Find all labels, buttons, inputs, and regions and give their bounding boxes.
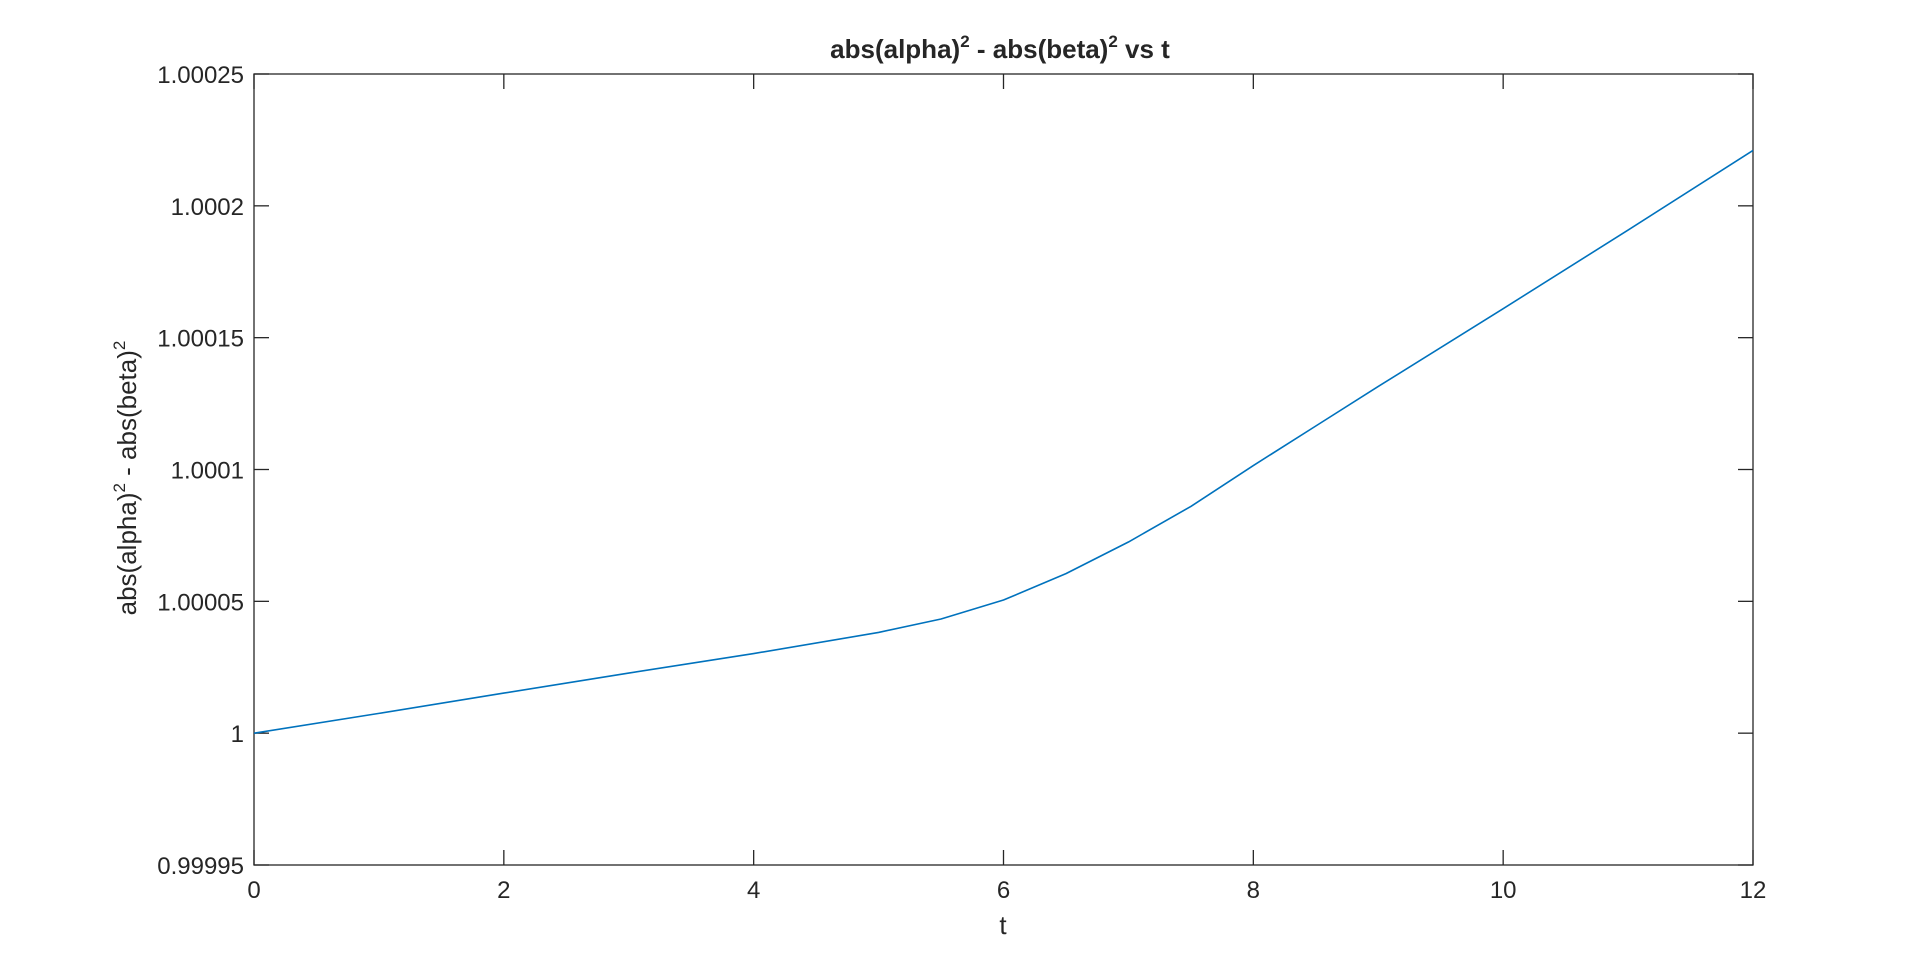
axis-ticks	[253, 73, 1754, 866]
x-tick-label: 8	[1247, 877, 1260, 904]
x-axis-label: t	[999, 910, 1007, 940]
x-tick-label: 12	[1740, 877, 1767, 904]
y-tick-label: 1.0001	[171, 458, 244, 485]
series-line	[253, 149, 1754, 734]
y-tick-label: 1.00005	[157, 589, 244, 616]
x-tick-label: 4	[747, 877, 760, 904]
y-tick-label: 1.00015	[157, 326, 244, 353]
x-tick-label: 6	[997, 877, 1010, 904]
series-group	[253, 149, 1754, 734]
y-tick-label: 1.00025	[157, 62, 244, 89]
x-tick-label: 10	[1490, 877, 1517, 904]
y-tick-label: 1	[231, 721, 244, 748]
x-tick-label: 2	[497, 877, 510, 904]
x-tick-label: 0	[247, 877, 260, 904]
plot-area-frame	[253, 73, 1754, 866]
chart-title: abs(alpha)2 - abs(beta)2 vs t	[830, 32, 1170, 64]
y-tick-label: 0.99995	[157, 853, 244, 880]
tick-labels: 0 2 4 6 8 10 12 0.99995 1 1.00005 1.0001 1.00015 1.0…	[157, 62, 1766, 904]
y-tick-label: 1.0002	[171, 194, 244, 221]
y-axis-label: abs(alpha)2 - abs(beta)2	[110, 341, 142, 616]
